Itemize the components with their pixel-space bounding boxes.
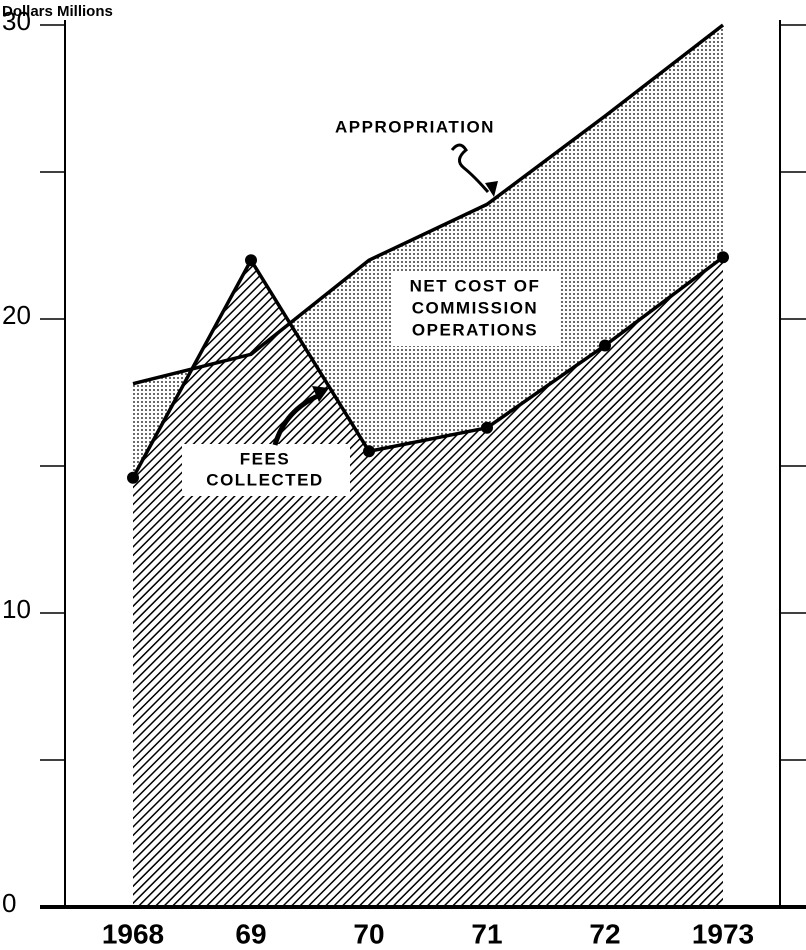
y-tick-label: 0 [2,888,16,918]
annotation: COMMISSION [412,298,538,317]
point [245,254,257,267]
label-bg [182,444,350,496]
y-tick-label: 10 [2,594,31,624]
annotation: COLLECTED [206,470,323,489]
point [481,421,493,434]
annotations: APPROPRIATION NET COST OF COMMISSION OPERAT… [182,117,560,496]
y-axis-label: Dollars Millions [2,3,113,20]
y-tick-label: 20 [2,300,31,330]
annotation: NET COST OF [410,276,541,295]
y-tick-label: 30 [2,6,31,36]
annotation: FEES [240,449,290,468]
point [599,339,611,352]
x-tick-label: 69 [235,918,266,949]
x-tick-label: 1968 [102,918,164,949]
frame: 0 10 20 30 1968 69 70 71 72 1973 [2,6,806,949]
point [717,251,729,264]
line [131,255,725,479]
arrow [272,392,322,446]
plot [127,23,729,907]
area [133,257,723,907]
arrow [450,143,490,193]
x-tick-label: 1973 [692,918,754,949]
arrowhead [312,386,329,402]
point [363,445,375,458]
annotation: OPERATIONS [412,320,538,339]
point [127,471,139,484]
x-tick-label: 72 [589,918,620,949]
arrowhead [485,181,498,197]
label-bg [392,272,560,346]
x-tick-label: 71 [471,918,502,949]
line [132,23,725,386]
x-tick-label: 70 [353,918,384,949]
annotation: APPROPRIATION [335,117,495,136]
